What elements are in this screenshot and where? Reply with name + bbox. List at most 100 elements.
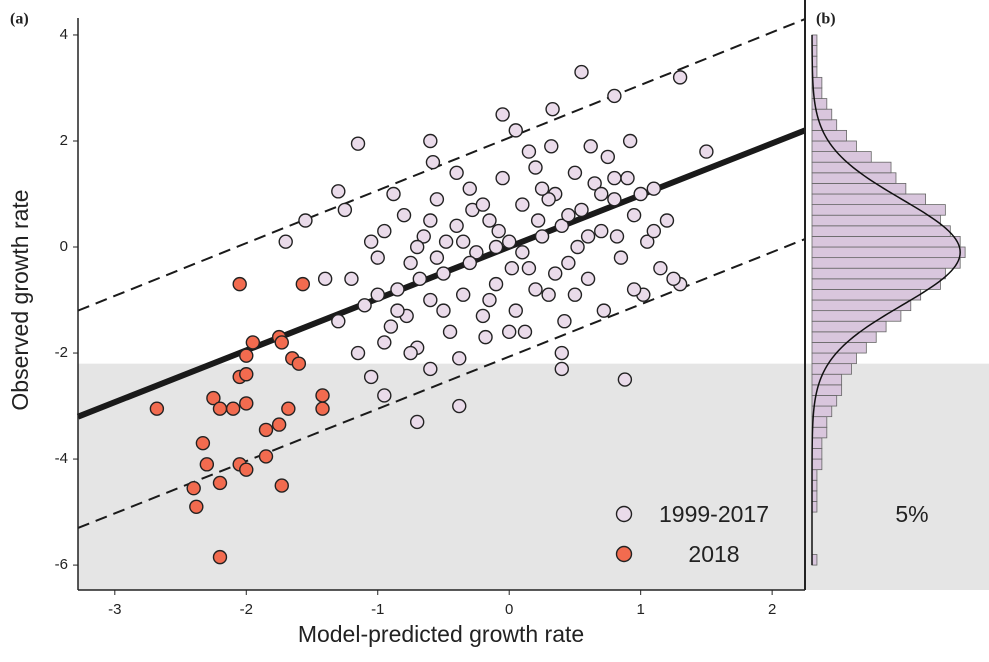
point (350, 136, 366, 151)
point (583, 139, 598, 154)
point (541, 287, 556, 302)
point (436, 303, 451, 318)
point (609, 229, 625, 244)
point (622, 133, 638, 149)
point (403, 345, 418, 361)
point (554, 345, 569, 361)
point (561, 255, 576, 271)
point (396, 208, 412, 223)
point (580, 229, 596, 244)
point (640, 234, 655, 249)
point (504, 261, 520, 276)
point (574, 202, 589, 218)
point (666, 271, 681, 287)
point (653, 261, 668, 276)
x-tick-label: -3 (108, 601, 121, 618)
point (442, 324, 458, 340)
point (475, 197, 491, 212)
point (274, 335, 289, 350)
point (452, 398, 467, 414)
point (449, 165, 464, 180)
point (295, 276, 311, 292)
point (528, 282, 543, 297)
hist-bar (811, 363, 852, 375)
point (567, 287, 583, 302)
point (363, 234, 379, 249)
point (423, 292, 438, 308)
point (291, 356, 307, 371)
panel-label: (b) (816, 11, 836, 28)
point (495, 170, 510, 186)
point (449, 218, 464, 234)
point (429, 250, 445, 265)
point (199, 457, 215, 472)
point (659, 213, 675, 228)
point (517, 324, 533, 340)
y-tick-label: 4 (60, 26, 68, 43)
point (186, 481, 201, 496)
hist-bar (811, 108, 833, 121)
hist-bar (811, 331, 877, 343)
point (613, 250, 629, 265)
x-tick-label: -2 (240, 601, 253, 618)
hist-bar (811, 405, 833, 418)
point (548, 266, 563, 281)
point (488, 239, 504, 255)
point (607, 88, 622, 104)
point (491, 223, 506, 239)
point (232, 276, 247, 292)
point (699, 144, 714, 159)
point (383, 319, 399, 334)
point (557, 314, 572, 329)
x-tick-label: 0 (505, 601, 513, 618)
point (423, 213, 438, 228)
point (587, 176, 602, 191)
point (298, 213, 313, 228)
hist-bar (811, 225, 951, 237)
point (258, 449, 274, 464)
point (554, 361, 569, 377)
y-tick-label: 2 (60, 132, 68, 149)
point (495, 107, 510, 122)
point (646, 223, 662, 239)
point (370, 287, 385, 302)
shade-region (78, 363, 989, 590)
point (317, 271, 333, 287)
y-tick-label: -2 (55, 344, 68, 361)
point (370, 250, 385, 265)
point (206, 390, 221, 406)
point (377, 223, 392, 239)
hist-bar (811, 119, 838, 131)
point (331, 314, 346, 329)
y-tick-label: -6 (55, 556, 68, 573)
point (363, 369, 379, 385)
hist-bar (811, 310, 902, 322)
point (386, 186, 401, 202)
point (633, 186, 648, 202)
x-axis-label: Model-predicted growth rate (298, 621, 584, 647)
point (212, 549, 228, 565)
point (429, 192, 445, 207)
point (528, 160, 543, 175)
annotation: 5% (895, 501, 928, 527)
hist-bar (811, 214, 941, 227)
point (455, 234, 471, 249)
point (626, 282, 642, 297)
point (438, 234, 454, 249)
point (580, 271, 596, 287)
hist-bar (811, 278, 941, 290)
point (521, 261, 537, 276)
point (239, 396, 254, 411)
point (423, 133, 438, 149)
point (315, 388, 330, 403)
point (258, 422, 274, 438)
point (646, 181, 662, 196)
point (436, 266, 451, 281)
point (607, 170, 622, 186)
point (530, 213, 546, 228)
point (488, 276, 504, 292)
point (469, 245, 484, 260)
hist-bar (811, 289, 922, 301)
point (423, 361, 438, 377)
point (403, 255, 418, 271)
